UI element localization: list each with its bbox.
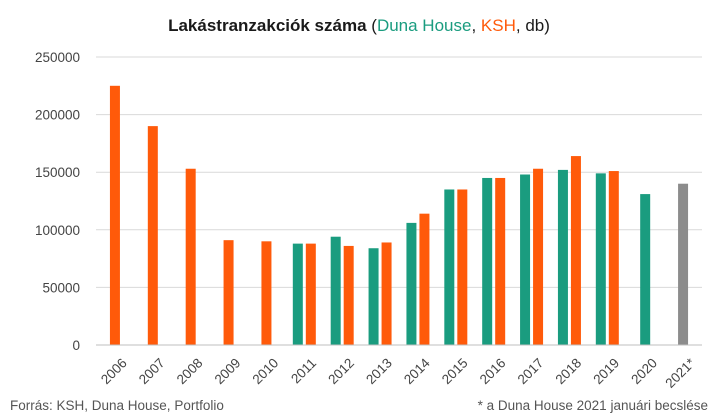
bar-dh-2013 <box>368 248 379 345</box>
x-tick-label: 2008 <box>174 355 206 387</box>
bar-estimate-2021 <box>678 183 689 345</box>
bar-dh-2018 <box>557 169 568 345</box>
title-duna-house: Duna House <box>377 16 472 35</box>
y-tick-label: 150000 <box>35 165 80 180</box>
bar-ksh-2009 <box>223 240 234 345</box>
bar-ksh-2019 <box>608 171 619 345</box>
x-tick-label: 2009 <box>212 355 244 387</box>
x-tick-label: 2019 <box>590 355 622 387</box>
x-tick-label: 2006 <box>98 355 130 387</box>
bar-ksh-2017 <box>533 168 544 345</box>
title-ksh: KSH <box>481 16 516 35</box>
x-axis: 2006 2007 2008 2009 2010 2011 2012 2013 2014 2015… <box>98 355 698 391</box>
bar-dh-2011 <box>292 243 303 345</box>
x-tick-label: 2011 <box>288 355 319 386</box>
x-tick-label: 2013 <box>363 355 395 387</box>
x-tick-label: 2012 <box>325 355 357 387</box>
bar-ksh-2013 <box>381 242 392 345</box>
bar-dh-2012 <box>330 236 341 345</box>
bar-ksh-2016 <box>495 177 506 345</box>
bar-ksh-2006 <box>109 85 120 346</box>
bar-ksh-2011 <box>305 243 316 345</box>
bar-dh-2020 <box>640 194 651 345</box>
x-tick-label: 2014 <box>401 355 433 387</box>
bar-dh-2016 <box>482 177 493 345</box>
bar-ksh-2015 <box>457 189 468 345</box>
x-tick-label: 2016 <box>477 355 509 387</box>
bar-ksh-2007 <box>147 126 158 346</box>
x-tick-label: 2018 <box>552 355 584 387</box>
y-axis: 0 50000 100000 150000 200000 250000 <box>35 50 80 353</box>
x-tick-label: 2015 <box>439 355 471 387</box>
bar-ksh-2010 <box>261 241 272 345</box>
chart-title: Lakástranzakciók száma (Duna House, KSH,… <box>168 16 550 35</box>
x-tick-label: 2010 <box>249 355 281 387</box>
y-tick-label: 100000 <box>35 223 80 238</box>
title-open: ( <box>367 16 378 35</box>
bar-ksh-2012 <box>343 245 354 345</box>
x-tick-label: 2020 <box>628 355 660 387</box>
bar-dh-2017 <box>520 174 531 345</box>
y-tick-label: 50000 <box>42 280 80 295</box>
x-tick-label: 2017 <box>515 355 547 387</box>
y-tick-label: 250000 <box>35 50 80 65</box>
bar-dh-2014 <box>406 222 417 345</box>
y-tick-label: 0 <box>72 338 80 353</box>
bar-ksh-2014 <box>419 213 430 345</box>
y-tick-label: 200000 <box>35 108 80 123</box>
bars <box>109 85 689 346</box>
title-main: Lakástranzakciók száma <box>168 16 367 35</box>
estimate-footnote: * a Duna House 2021 januári becslése <box>478 398 708 413</box>
x-tick-label: 2007 <box>136 355 168 387</box>
x-tick-label: 2021* <box>662 355 698 391</box>
bar-dh-2015 <box>444 189 455 345</box>
bar-ksh-2018 <box>570 156 581 345</box>
title-unit: , db) <box>516 16 550 35</box>
source-note: Forrás: KSH, Duna House, Portfolio <box>10 398 224 413</box>
bar-ksh-2008 <box>185 168 196 345</box>
title-separator: , <box>471 16 480 35</box>
bar-dh-2019 <box>595 173 606 345</box>
